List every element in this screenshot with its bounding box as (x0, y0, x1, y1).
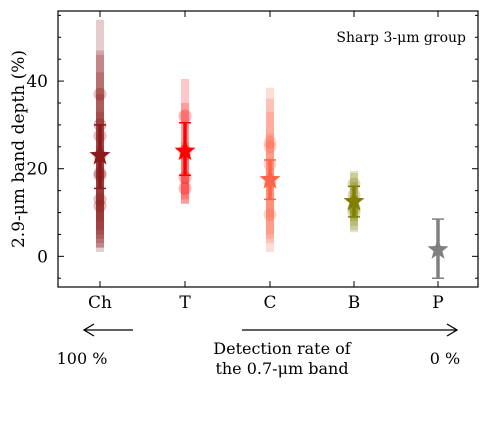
data-point-C-1 (263, 140, 277, 154)
chart-annotation: Sharp 3-μm group (336, 30, 466, 46)
range-bar-Ch-7 (96, 146, 104, 248)
detection-rate-low: 0 % (430, 349, 460, 368)
x-tick-label-Ch: Ch (88, 293, 112, 313)
plot-frame (57, 10, 479, 288)
right-arrow-head (446, 323, 459, 337)
detection-caption-line1: Detection rate of (213, 339, 352, 358)
detection-caption-line2: the 0.7-μm band (215, 359, 348, 378)
detection-arrows (82, 323, 459, 337)
mean-star-Ch (89, 144, 111, 165)
group-T (174, 78, 196, 204)
mean-star-T (174, 140, 196, 161)
group-C (259, 87, 281, 252)
data-point-C-0 (263, 135, 277, 149)
x-tick-label-P: P (432, 293, 443, 313)
chart-marks (89, 19, 449, 279)
data-point-T-2 (178, 170, 192, 184)
x-tick-label-B: B (348, 293, 361, 313)
data-point-Ch-6 (93, 192, 107, 206)
group-Ch (89, 19, 111, 252)
range-bar-Ch-6 (96, 133, 104, 248)
data-point-B-0 (347, 177, 361, 191)
left-arrow-head (82, 323, 95, 337)
range-bar-T-3 (181, 151, 189, 204)
y-tick-label-20: 20 (26, 160, 48, 180)
data-point-T-3 (178, 181, 192, 195)
group-P (427, 218, 449, 279)
axis-ticks: 0 20 40 Ch T C B P (26, 11, 478, 313)
range-bar-T-0 (181, 78, 189, 160)
range-bar-C-0 (266, 87, 274, 217)
x-tick-label-C: C (263, 293, 276, 313)
mean-star-B (343, 190, 365, 211)
x-tick-label-T: T (179, 293, 191, 313)
data-point-C-4 (263, 208, 277, 222)
data-point-Ch-7 (93, 199, 107, 213)
mean-star-C (259, 168, 281, 189)
data-point-T-0 (178, 109, 192, 123)
group-B (343, 170, 365, 233)
y-axis-title: 2.9-μm band depth (%) (9, 50, 29, 248)
y-tick-label-40: 40 (26, 72, 48, 92)
range-bar-C-4 (266, 168, 274, 252)
data-point-Ch-0 (93, 87, 107, 101)
detection-rate-high: 100 % (57, 349, 108, 368)
mean-star-P (427, 238, 449, 259)
y-tick-label-0: 0 (37, 247, 48, 267)
